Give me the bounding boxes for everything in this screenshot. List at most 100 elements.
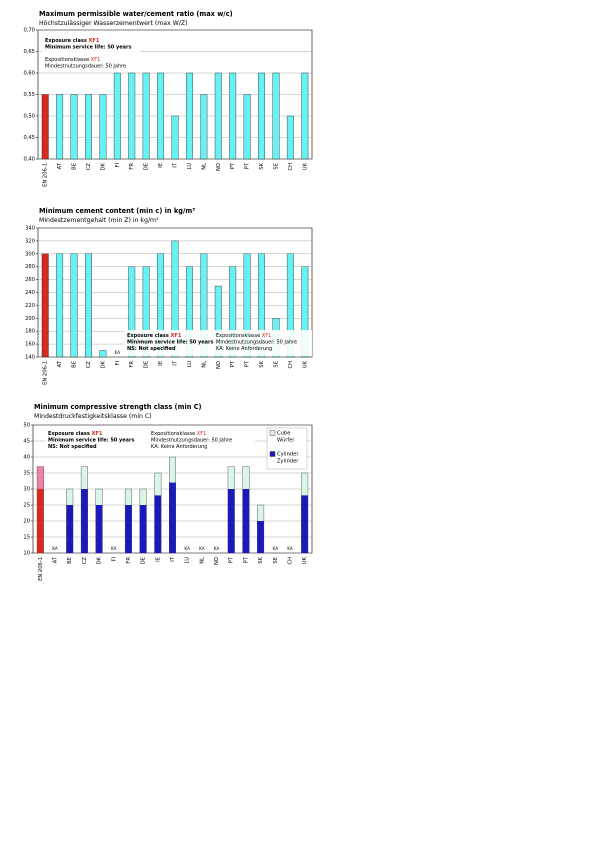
legend-label-de: Würfel (277, 438, 294, 444)
value-label: KA (111, 546, 117, 551)
annotation-text: Mindestnutzungsdauer: 50 Jahre (45, 63, 126, 69)
x-tick-label: FR (129, 163, 135, 170)
bar (243, 94, 251, 160)
y-tick-label: 240 (25, 290, 35, 296)
bar (200, 94, 208, 160)
bar (185, 72, 193, 160)
annotation-text: Expositionsklasse (216, 333, 260, 339)
annotation-text: Exposure class (45, 38, 87, 44)
y-tick-label: 280 (25, 264, 35, 270)
chart: Minimum compressive strength class (min … (23, 403, 313, 581)
bar (95, 505, 103, 553)
x-tick-label: AT (57, 360, 63, 367)
annotation: Mindestnutzungsdauer: 50 Jahre (45, 63, 126, 69)
annotation: Exposure class XF1 (45, 38, 100, 44)
x-tick-label: PT (229, 556, 235, 563)
chart: Minimum cement content (min c) in kg/m³ M… (25, 207, 313, 385)
x-tick-label: IT (173, 162, 179, 168)
x-tick-label: UK (302, 556, 308, 564)
annotation-text: KA: Keine Anforderung (151, 444, 207, 450)
y-tick-label: 40 (23, 455, 30, 461)
annotation-box (42, 35, 140, 72)
annotation: Expositionsklasse XF1 (45, 57, 100, 63)
y-tick-label: 0,45 (23, 135, 35, 141)
chart-subtitle: Mindestdruckfestigkeitsklasse (min C) (34, 413, 152, 420)
bar (142, 266, 150, 358)
bar (258, 72, 265, 160)
chart: Maximum permissible water/cement ratio (… (23, 10, 313, 187)
bar (227, 489, 235, 553)
x-tick-label: NO (214, 557, 220, 565)
annotation: Expositionsklasse XF1 (151, 431, 206, 437)
bar (85, 94, 92, 160)
x-tick-label: IT (170, 556, 176, 562)
annotation-text: NS: Not specified (48, 444, 97, 450)
annotation: Exposure class XF1 (48, 431, 103, 437)
x-tick-label: IE (158, 361, 164, 366)
bar (85, 253, 92, 358)
x-tick-label: EN 206-1 (38, 557, 44, 581)
bar (257, 521, 264, 553)
x-tick-label: FR (129, 361, 135, 368)
annotation-highlight: XF1 (197, 431, 206, 437)
x-tick-label: DE (144, 163, 150, 170)
annotation-text: NS: Not specified (127, 346, 176, 352)
bar (157, 72, 165, 160)
annotation: Mindestnutzungsdauer: 50 Jahre (216, 339, 297, 345)
legend-swatch (269, 430, 276, 436)
x-tick-label: PT (230, 162, 236, 169)
x-tick-label: AT (57, 162, 63, 169)
bar (272, 72, 280, 160)
x-tick-label: LU (185, 557, 191, 564)
value-label: KA (115, 350, 121, 355)
bar (229, 72, 237, 160)
bar (200, 253, 208, 358)
bar (243, 253, 251, 358)
x-tick-label: DE (141, 557, 147, 564)
annotation-highlight: XF1 (171, 333, 182, 339)
value-label: KA (287, 546, 293, 551)
bar (301, 72, 309, 160)
x-tick-label: SE (273, 163, 279, 170)
y-tick-label: 15 (23, 535, 30, 541)
x-tick-label: DE (144, 361, 150, 368)
bar (56, 94, 64, 160)
y-tick-label: 0,70 (23, 28, 35, 34)
x-tick-label: UK (302, 162, 308, 170)
annotation-text: Minimum service life: 50 years (48, 437, 135, 443)
y-tick-label: 140 (25, 355, 35, 361)
bar (128, 72, 136, 160)
annotation: Minimum service life: 50 years (127, 339, 214, 345)
annotation-highlight: XF1 (262, 333, 271, 339)
y-tick-label: 220 (25, 303, 35, 309)
bar (70, 253, 78, 358)
y-tick-label: 260 (25, 277, 35, 283)
bar (70, 94, 78, 160)
chart-subtitle: Höchstzulässiger Wasserzementwert (max W… (39, 20, 188, 27)
annotation-highlight: XF1 (92, 431, 103, 437)
bar (169, 482, 176, 553)
bar (171, 240, 179, 358)
y-tick-label: 20 (23, 519, 30, 525)
y-tick-label: 0,60 (23, 71, 35, 77)
bar (128, 266, 136, 358)
annotation-text: Mindestnutzungsdauer: 50 Jahre (216, 339, 297, 345)
bar (258, 253, 265, 358)
annotation-text: Expositionsklasse (151, 431, 195, 437)
x-tick-label: UK (302, 360, 308, 368)
bar (171, 115, 179, 160)
x-tick-label: CH (288, 163, 294, 171)
y-tick-label: 45 (23, 439, 30, 445)
annotation-text: Expositionsklasse (45, 57, 89, 63)
x-tick-label: DK (100, 162, 106, 170)
x-tick-label: FI (111, 557, 117, 562)
bar (229, 266, 237, 358)
value-label: KA (273, 546, 279, 551)
annotation: Minimum service life: 50 years (48, 437, 135, 443)
y-tick-label: 30 (23, 487, 30, 493)
bar (154, 495, 162, 553)
bar (157, 253, 165, 358)
x-tick-label: EN 206-1 (43, 163, 49, 187)
x-tick-label: DK (97, 556, 103, 564)
x-tick-label: CH (287, 557, 293, 565)
